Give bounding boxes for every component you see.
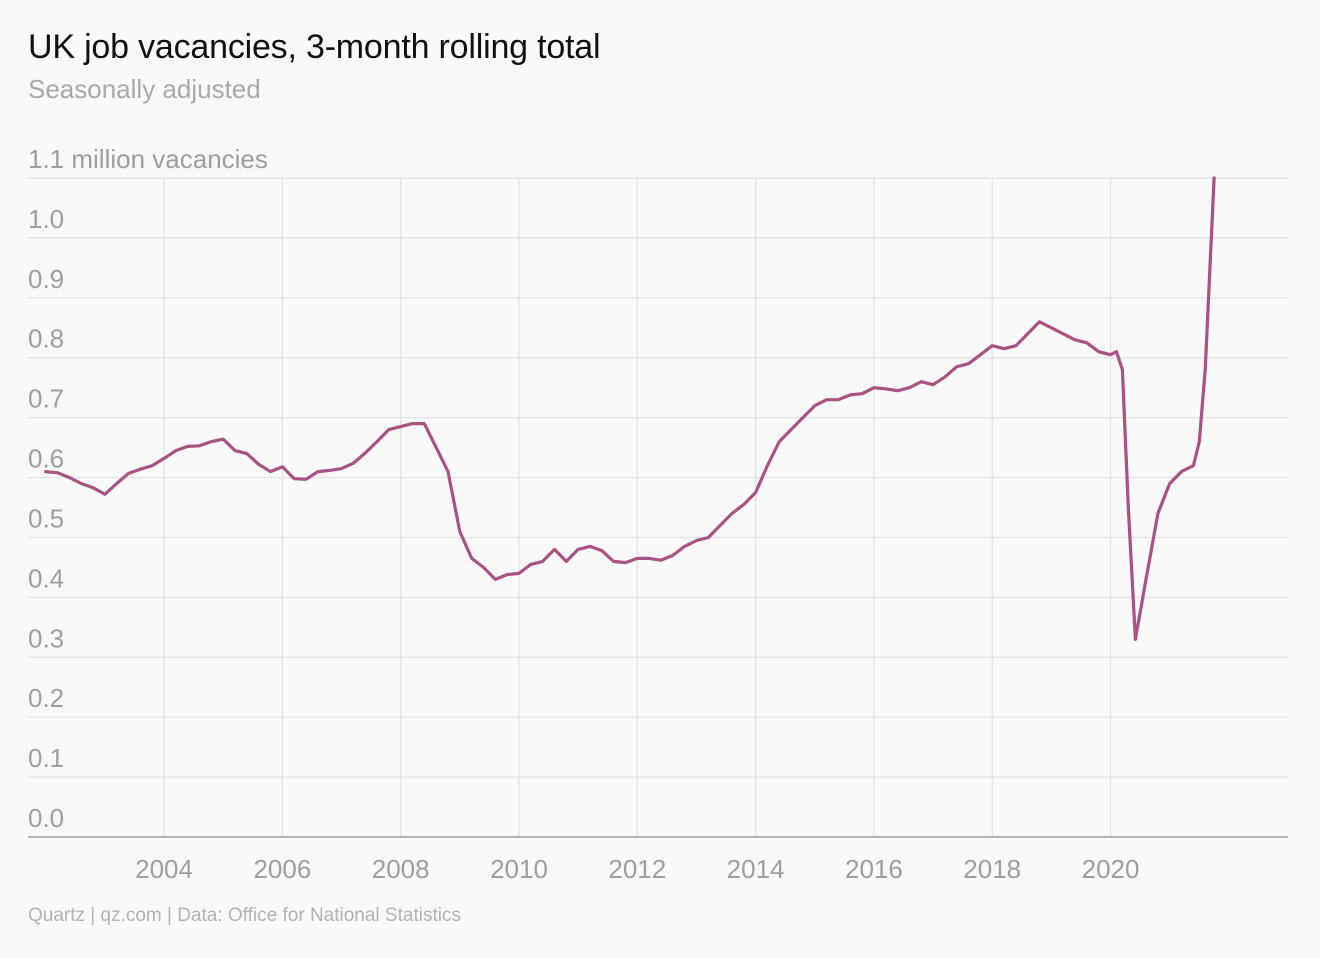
y-tick-label: 0.6: [28, 444, 64, 474]
y-axis-ticks: 0.0 0.1 0.2 0.3 0.4 0.5 0.6 0.7 0.8 0.9 1.0 1.1 mil…: [28, 144, 268, 833]
y-tick-label: 0.8: [28, 324, 64, 354]
x-tick-label: 2018: [963, 854, 1021, 884]
x-tick-label: 2006: [253, 854, 311, 884]
x-tick-label: 2004: [135, 854, 193, 884]
vacancies-series-line: [44, 176, 1216, 641]
grid-lines: [28, 177, 1288, 837]
y-tick-label: 0.2: [28, 683, 64, 713]
y-tick-label: 0.4: [28, 563, 64, 593]
x-tick-label: 2008: [372, 854, 430, 884]
y-tick-label: 1.0: [28, 204, 64, 234]
x-tick-label: 2010: [490, 854, 548, 884]
y-tick-label: 0.1: [28, 743, 64, 773]
y-tick-label: 0.9: [28, 264, 64, 294]
chart-title: UK job vacancies, 3-month rolling total: [28, 28, 601, 66]
x-tick-label: 2020: [1082, 854, 1140, 884]
x-tick-label: 2016: [845, 854, 903, 884]
source-credit: Quartz | qz.com | Data: Office for Natio…: [28, 905, 461, 926]
chart-subtitle: Seasonally adjusted: [28, 74, 261, 104]
y-tick-label: 0.3: [28, 623, 64, 653]
y-tick-label: 1.1 million vacancies: [28, 144, 268, 174]
y-tick-label: 0.5: [28, 503, 64, 533]
x-tick-label: 2012: [608, 854, 666, 884]
y-tick-label: 0.7: [28, 384, 64, 414]
y-tick-label: 0.0: [28, 803, 64, 833]
x-axis-ticks: 2004 2006 2008 2010 2012 2014 2016 2018 2020: [135, 854, 1139, 884]
x-tick-label: 2014: [727, 854, 785, 884]
